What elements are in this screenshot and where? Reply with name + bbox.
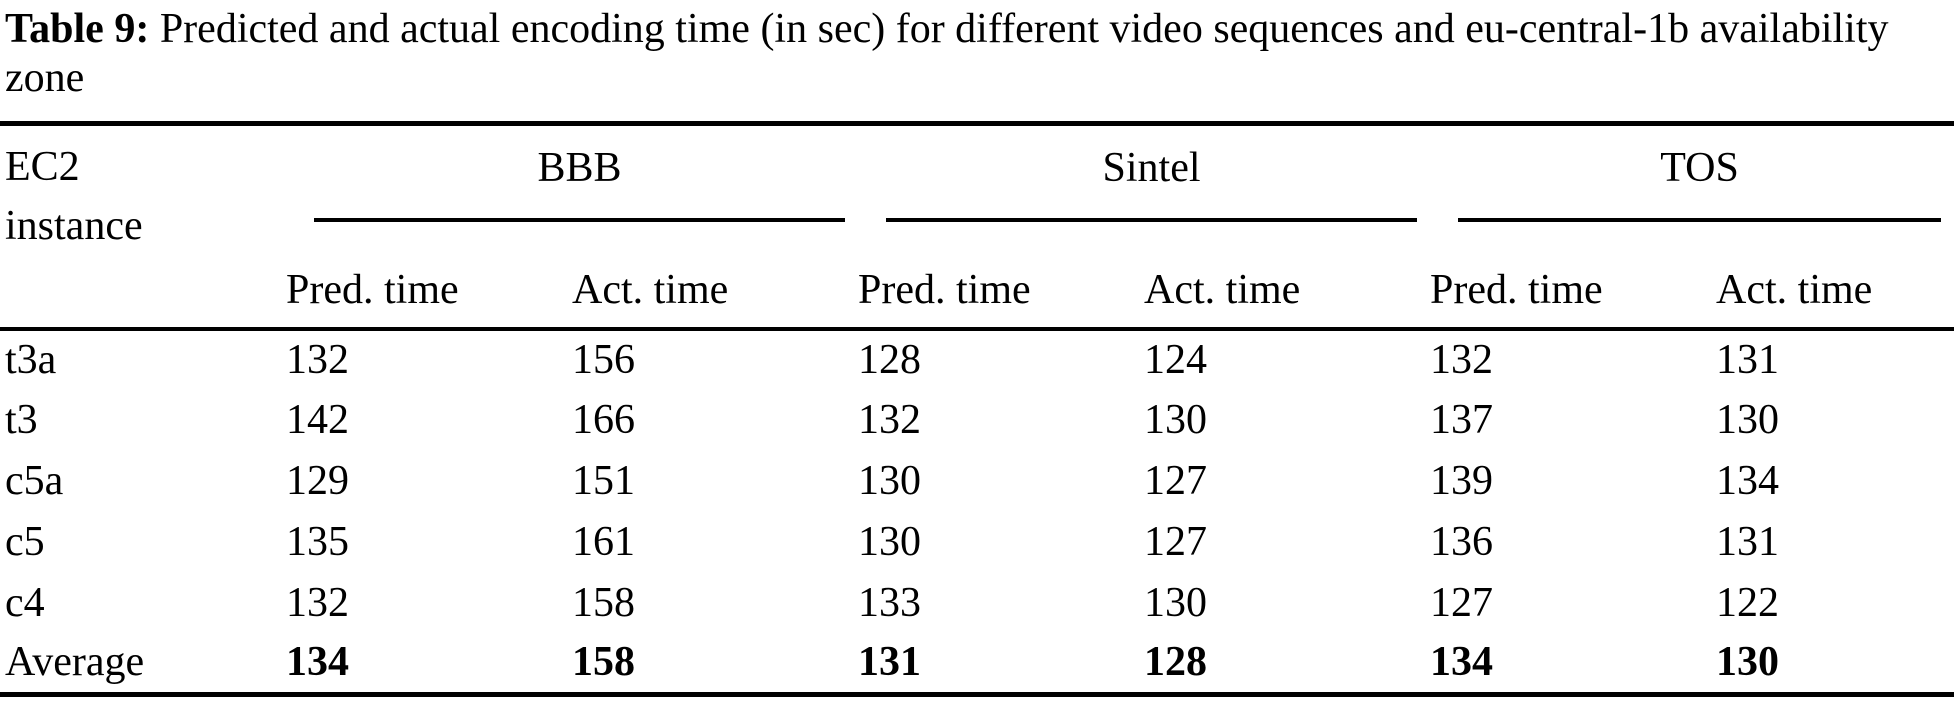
- value-cell: 130: [1716, 639, 1780, 686]
- table-body: t3a 132 156 128 124 132 131 t3 142 166 1…: [0, 329, 1954, 695]
- value-cell: 166: [572, 396, 635, 443]
- value-cell: 131: [1716, 336, 1780, 383]
- stub-header-cell: EC2 instance: [0, 123, 286, 331]
- value-cell: 133: [858, 579, 922, 626]
- value-cell: 127: [1144, 518, 1208, 565]
- value-cell: 130: [858, 457, 922, 504]
- value-cell: 161: [572, 518, 635, 565]
- group-header-sintel: Sintel: [858, 124, 1430, 249]
- value-cell: 130: [1144, 396, 1208, 443]
- table-caption: Table 9: Predicted and actual encoding t…: [0, 0, 1954, 103]
- stub-header-line1: EC2: [5, 144, 80, 190]
- value-cell: 122: [1716, 579, 1780, 626]
- sub-header-tos-act: Act. time: [1716, 248, 1954, 331]
- value-cell: 132: [1430, 336, 1494, 383]
- sub-header-bbb-act: Act. time: [572, 248, 859, 331]
- table-row-t3: t3 142 166 132 130 137 130: [0, 390, 1954, 451]
- value-cell: 124: [1144, 336, 1208, 383]
- value-cell: 129: [286, 457, 349, 504]
- sub-header-sintel-act: Act. time: [1144, 248, 1431, 331]
- value-cell: 158: [572, 639, 635, 686]
- row-label: t3a: [5, 336, 57, 383]
- value-cell: 139: [1430, 457, 1494, 504]
- value-cell: 136: [1430, 518, 1494, 565]
- group-label-bbb: BBB: [314, 126, 846, 222]
- value-cell: 135: [286, 518, 349, 565]
- value-cell: 128: [1144, 639, 1208, 686]
- value-cell: 134: [286, 639, 349, 686]
- value-cell: 134: [1716, 457, 1780, 504]
- group-label-tos: TOS: [1458, 126, 1941, 222]
- caption-label: Table 9:: [5, 6, 150, 52]
- value-cell: 156: [572, 336, 635, 383]
- value-cell: 127: [1144, 457, 1208, 504]
- value-cell: 142: [286, 396, 349, 443]
- table-row-c5: c5 135 161 130 127 136 131: [0, 512, 1954, 573]
- value-cell: 132: [286, 579, 349, 626]
- group-header-row: EC2 instance BBB Sintel TOS: [0, 123, 1954, 331]
- value-cell: 131: [858, 639, 922, 686]
- value-cell: 130: [1144, 579, 1208, 626]
- stub-header-line2: instance: [5, 203, 143, 249]
- sub-header-sintel-pred: Pred. time: [858, 248, 1145, 331]
- value-cell: 137: [1430, 396, 1494, 443]
- value-cell: 131: [1716, 518, 1780, 565]
- value-cell: 132: [286, 336, 349, 383]
- row-label: Average: [5, 639, 145, 686]
- table-row-t3a: t3a 132 156 128 124 132 131: [0, 329, 1954, 390]
- value-cell: 130: [1716, 396, 1780, 443]
- table-row-average: Average 134 158 131 128 134 130: [0, 634, 1954, 695]
- value-cell: 134: [1430, 639, 1494, 686]
- value-cell: 132: [858, 396, 922, 443]
- row-label: c4: [5, 579, 45, 626]
- value-cell: 158: [572, 579, 635, 626]
- encoding-time-table: EC2 instance BBB Sintel TOS Pred. time A…: [0, 121, 1954, 697]
- group-label-sintel: Sintel: [886, 126, 1418, 222]
- table-row-c4: c4 132 158 133 130 127 122: [0, 573, 1954, 634]
- row-label: c5a: [5, 457, 64, 504]
- value-cell: 151: [572, 457, 635, 504]
- group-header-bbb: BBB: [286, 124, 858, 249]
- value-cell: 128: [858, 336, 922, 383]
- row-label: c5: [5, 518, 45, 565]
- sub-header-tos-pred: Pred. time: [1430, 248, 1717, 331]
- value-cell: 130: [858, 518, 922, 565]
- caption-text: Predicted and actual encoding time (in s…: [5, 6, 1889, 101]
- table-row-c5a: c5a 129 151 130 127 139 134: [0, 451, 1954, 512]
- sub-header-bbb-pred: Pred. time: [286, 248, 572, 331]
- row-label: t3: [5, 396, 38, 443]
- table-header: EC2 instance BBB Sintel TOS Pred. time A…: [0, 123, 1954, 331]
- sub-header-row: Pred. time Act. time Pred. time Act. tim…: [0, 248, 1954, 331]
- value-cell: 127: [1430, 579, 1494, 626]
- group-header-tos: TOS: [1430, 124, 1954, 249]
